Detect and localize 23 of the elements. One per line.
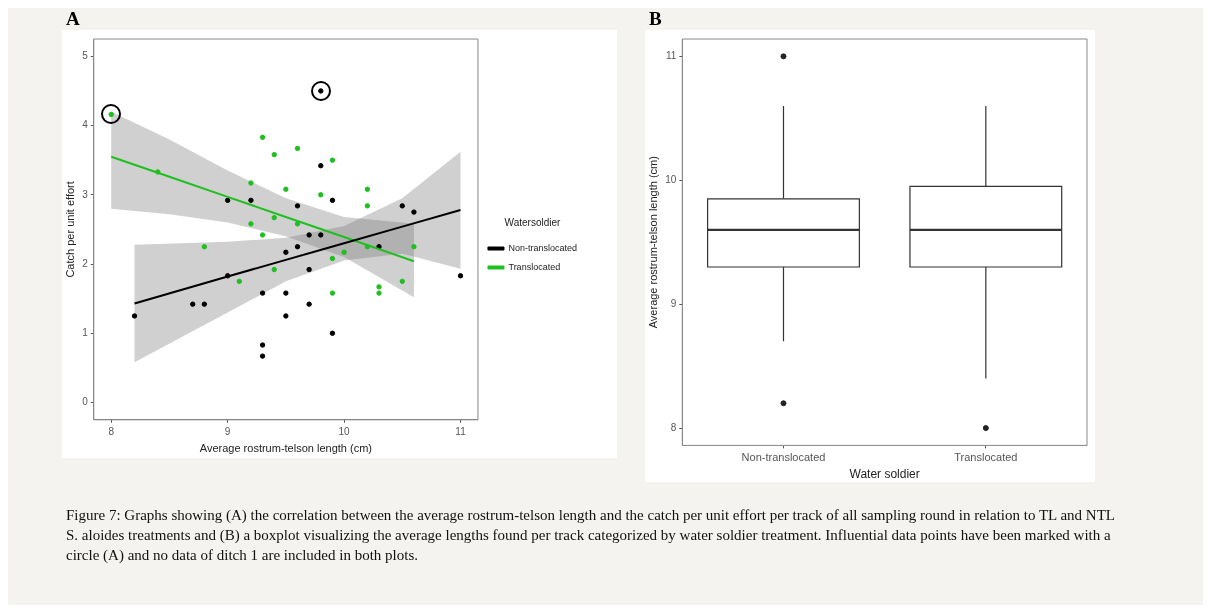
caption: Figure 7: Graphs showing (A) the correlation between the average rostrum-telson length and the catch per unit effort per track of all sampling round in relation to TL and NTL S. aloides treatments and (B) a boxplot visualizing the average lengths found per track categorized by water soldier treatment. Influential data points have been marked with a circle (A) and no data of ditch 1 are included in both plots. xyxy=(66,506,1116,565)
y-tick-label: 3 xyxy=(82,188,89,200)
x-tick-label: 11 xyxy=(455,425,467,437)
legend-title: Watersoldier xyxy=(504,216,562,228)
y-tick-label: 4 xyxy=(82,119,89,131)
y-tick-label: 5 xyxy=(82,50,89,62)
x-tick-label: 10 xyxy=(338,425,351,437)
x-tick-label: 9 xyxy=(224,425,231,437)
x-axis-title: Average rostrum-telson length (cm) xyxy=(199,442,372,455)
y-tick-label: 11 xyxy=(665,50,677,62)
chart-title: A xyxy=(66,8,81,30)
chart-title: B xyxy=(649,8,663,30)
y-tick-label: 2 xyxy=(82,257,89,269)
x-axis-title: Water soldier xyxy=(849,467,920,482)
legend-label: Translocated xyxy=(508,261,561,272)
x-tick-label: 8 xyxy=(108,425,115,437)
y-axis-title: Average rostrum-telson length (cm) xyxy=(646,156,659,329)
y-tick-label: 1 xyxy=(82,327,89,338)
y-tick-label: 10 xyxy=(665,174,677,185)
y-tick-label: 0 xyxy=(82,396,89,408)
legend-label: Non-translocated xyxy=(508,242,578,253)
y-axis-title: Catch per unit effort xyxy=(63,181,76,278)
y-tick-label: 9 xyxy=(670,297,677,309)
